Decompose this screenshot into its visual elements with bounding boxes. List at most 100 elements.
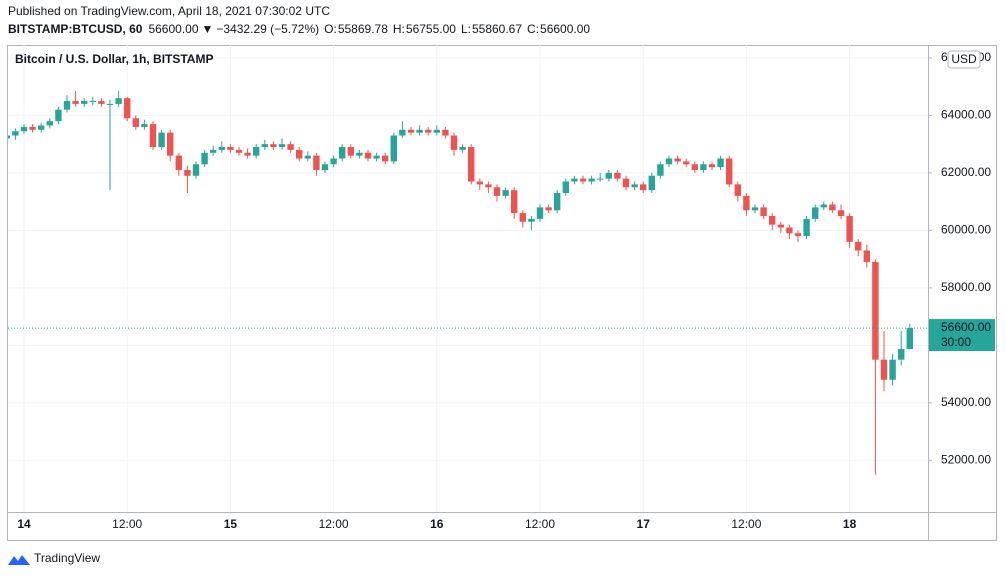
- candle-body: [734, 184, 741, 196]
- candle-body: [519, 213, 526, 222]
- candle-body: [777, 224, 784, 228]
- candle-body: [304, 155, 311, 159]
- last-price-label: 56600.00: [941, 320, 991, 334]
- grid: [8, 45, 928, 512]
- candle-body: [803, 218, 810, 237]
- x-tick-label: 12:00: [112, 517, 142, 531]
- candle-body: [631, 184, 638, 188]
- candle-body: [253, 147, 260, 156]
- last-price-badge: [929, 319, 995, 352]
- candle-body: [708, 164, 716, 168]
- candle-body: [124, 98, 131, 119]
- ohlc-label: O:: [324, 22, 337, 36]
- candle-body: [287, 144, 294, 150]
- candle-body: [476, 181, 483, 185]
- candle-body: [554, 193, 561, 211]
- candle-body: [769, 215, 776, 225]
- candle-body: [382, 155, 389, 162]
- chart-frame: [7, 45, 997, 541]
- candle-body: [863, 250, 870, 262]
- y-tick-label: 62000.00: [941, 165, 991, 179]
- candle-body: [726, 158, 733, 185]
- candle-body: [244, 152, 251, 156]
- countdown: 30:00: [941, 335, 971, 349]
- candle-body: [261, 144, 268, 148]
- candle-body: [511, 190, 518, 214]
- candle-body: [167, 132, 174, 156]
- candle-body: [339, 147, 346, 159]
- candle-body: [571, 178, 578, 182]
- x-tick-label: 12:00: [731, 517, 761, 531]
- candle-body: [717, 158, 724, 168]
- brand: TradingView: [34, 551, 100, 565]
- candle-body: [158, 132, 165, 148]
- candle-body: [493, 187, 501, 196]
- candle-body: [657, 164, 664, 176]
- candle-body: [485, 184, 492, 188]
- candle-body: [880, 359, 888, 380]
- candle-body: [321, 164, 329, 171]
- candle-body: [399, 129, 406, 136]
- candle-body: [20, 126, 28, 132]
- candle-body: [502, 190, 509, 196]
- x-tick-label: 12:00: [525, 517, 555, 531]
- candle-body: [837, 210, 845, 216]
- x-tick-label: 16: [430, 517, 444, 531]
- candle-body: [674, 158, 681, 162]
- candle-body: [63, 101, 71, 110]
- y-tick-label: 54000.00: [941, 395, 991, 409]
- candle-body: [296, 149, 303, 159]
- candle-body: [640, 184, 647, 191]
- x-tick-label: 14: [17, 517, 31, 531]
- candle-body: [38, 125, 45, 130]
- candle-body: [210, 149, 217, 153]
- candle-body: [89, 101, 96, 103]
- change-arrow: ▼: [202, 22, 214, 36]
- candle-body: [562, 181, 569, 194]
- ohlc-value: 56600.00: [540, 22, 590, 36]
- candle-body: [648, 175, 655, 191]
- candle-body: [192, 164, 200, 176]
- candle-body: [201, 152, 208, 165]
- candle-body: [536, 207, 544, 219]
- x-tick-label: 15: [224, 517, 238, 531]
- candle-body: [614, 172, 621, 179]
- candle-body: [450, 135, 458, 150]
- candle-body: [81, 101, 88, 104]
- candle-body: [751, 207, 759, 211]
- candle-body: [175, 155, 182, 171]
- candle-body: [786, 227, 793, 234]
- candle-body: [889, 359, 896, 380]
- candle-body: [218, 147, 225, 150]
- y-tick-label: 60000.00: [941, 223, 991, 237]
- candle-body: [46, 121, 53, 126]
- candle-body: [528, 218, 535, 222]
- candle-body: [622, 178, 630, 188]
- candle-body: [373, 155, 380, 159]
- candle-body: [425, 129, 432, 133]
- candle-body: [106, 103, 114, 105]
- symbol: BITSTAMP:BTCUSD, 60: [8, 22, 143, 36]
- candle-body: [468, 147, 475, 182]
- candle-body: [330, 158, 337, 165]
- ohlc-value: 55869.78: [338, 22, 388, 36]
- candle-body: [12, 131, 19, 136]
- candle-body: [132, 118, 139, 127]
- candle-body: [829, 204, 836, 211]
- candle-body: [846, 215, 853, 242]
- candle-body: [227, 147, 234, 150]
- published-note: Published on TradingView.com, April 18, …: [8, 4, 330, 18]
- candle-body: [597, 178, 604, 180]
- candle-body: [184, 170, 191, 176]
- candle-body: [700, 164, 707, 171]
- candle-body: [149, 124, 157, 148]
- candle-body: [356, 152, 363, 156]
- candle-body: [416, 129, 423, 133]
- candle-body: [55, 109, 62, 122]
- candle-body: [347, 147, 354, 156]
- candle-body: [72, 101, 79, 104]
- candle-body: [812, 207, 819, 219]
- candle-body: [278, 144, 286, 148]
- currency-badge: [947, 50, 981, 69]
